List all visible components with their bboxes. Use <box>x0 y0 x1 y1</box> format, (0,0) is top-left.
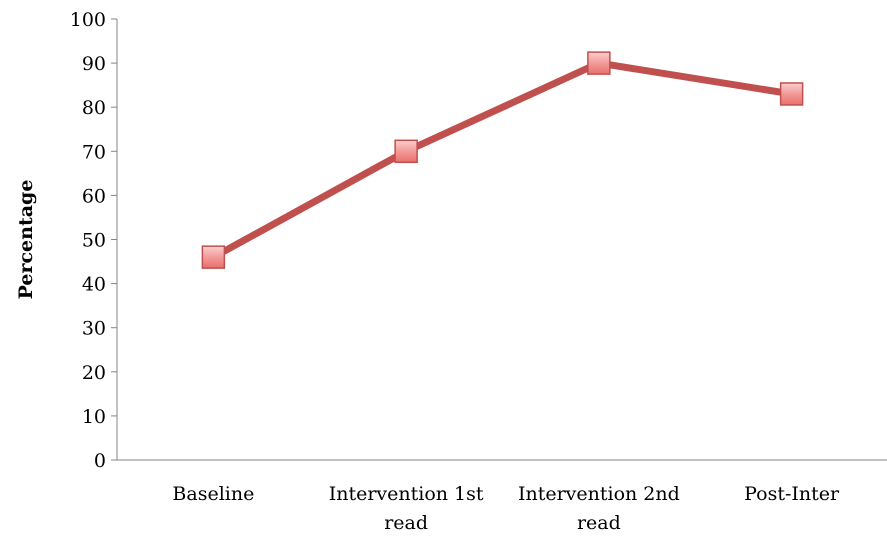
y-tick-label: 50 <box>82 230 106 252</box>
data-series <box>201 51 804 269</box>
data-point <box>201 245 226 269</box>
y-tick-label: 100 <box>70 9 106 31</box>
y-tick-label: 40 <box>82 274 106 296</box>
y-tick-label: 0 <box>94 450 106 472</box>
y-axis: 0 10 20 30 40 50 60 70 80 90 100 <box>70 9 118 472</box>
y-tick-label: 30 <box>82 318 106 340</box>
data-point <box>394 139 418 164</box>
y-axis-title: Percentage <box>15 180 37 300</box>
x-tick-label: Baseline <box>172 483 254 505</box>
x-tick-label: Post-Inter <box>744 483 840 505</box>
x-tick-label: Intervention 1st read <box>329 483 484 534</box>
y-tick-label: 20 <box>82 362 106 384</box>
y-tick-label: 60 <box>82 185 106 207</box>
x-axis: Baseline Intervention 1st read Intervention… <box>117 459 887 534</box>
y-tick-label: 90 <box>82 53 106 75</box>
series-line <box>209 59 796 261</box>
data-point <box>587 51 611 75</box>
y-tick-label: 80 <box>82 97 106 119</box>
x-tick-label: Intervention 2nd read <box>518 483 680 534</box>
y-tick-label: 10 <box>82 406 106 428</box>
y-tick-label: 70 <box>82 141 106 163</box>
axis-titles: Percentage <box>15 180 37 300</box>
data-point <box>779 82 804 106</box>
